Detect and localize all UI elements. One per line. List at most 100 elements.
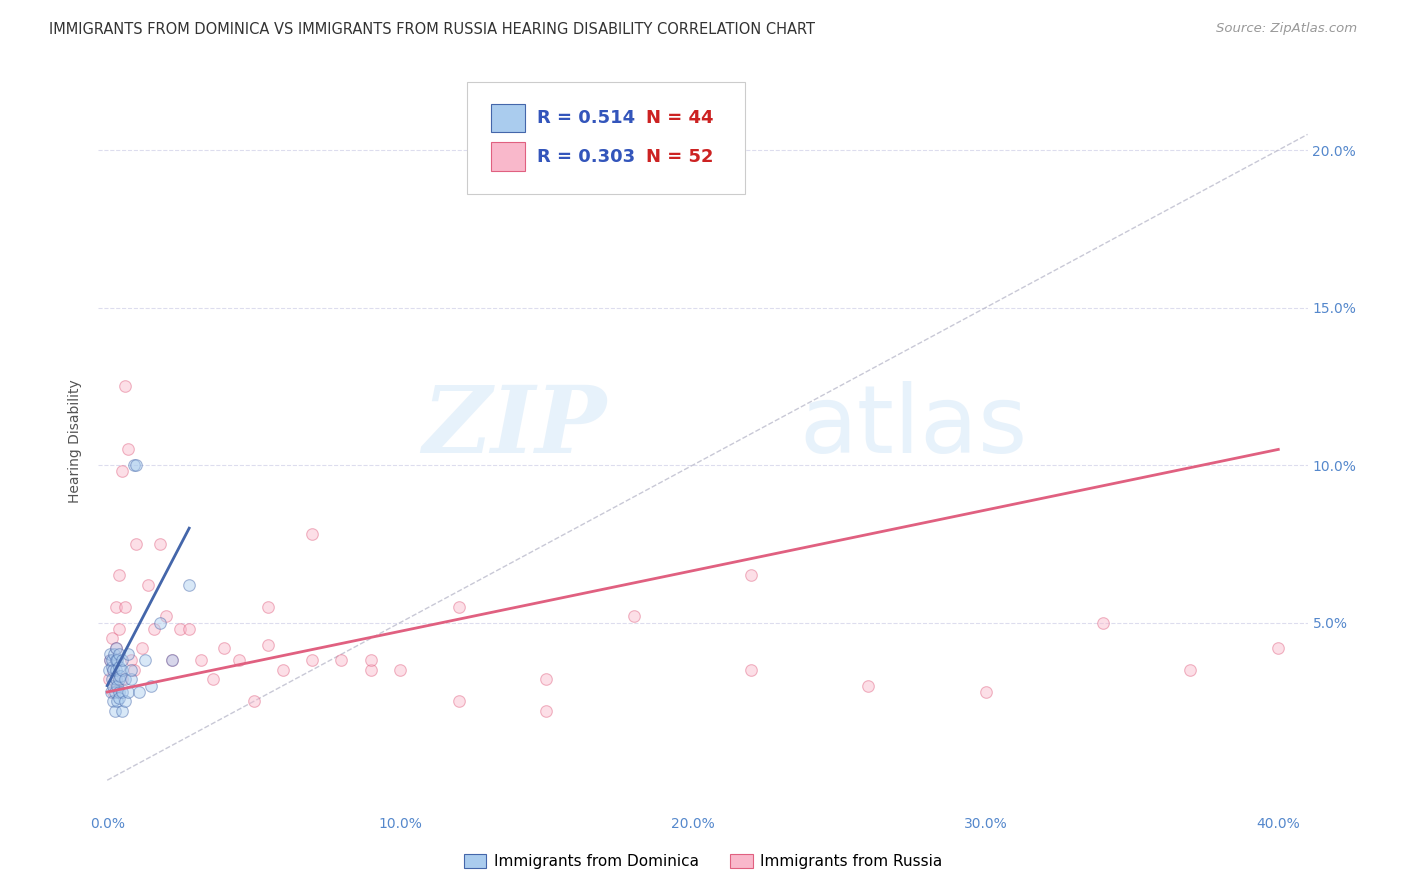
Point (301, 527, 323, 541)
Point (108, 647, 131, 661)
Point (97, 673, 120, 687)
Point (104, 663, 127, 677)
Text: N = 44: N = 44 (647, 109, 714, 127)
Point (169, 622, 191, 636)
Point (108, 660, 131, 674)
Point (179, 622, 201, 636)
Point (114, 599, 136, 614)
Point (136, 578, 159, 592)
Point (974, 685, 997, 699)
Point (623, 609, 645, 624)
Point (108, 691, 131, 706)
Point (301, 653, 323, 667)
Text: ZIP: ZIP (422, 382, 606, 472)
Point (125, 458, 148, 472)
Point (388, 663, 411, 677)
Point (117, 442, 139, 457)
Point (111, 663, 134, 677)
Point (107, 679, 129, 693)
Point (149, 615, 172, 630)
Point (1091, 615, 1114, 630)
Point (740, 663, 762, 677)
Point (101, 694, 124, 708)
Point (257, 599, 280, 614)
Point (120, 673, 142, 687)
Text: IMMIGRANTS FROM DOMINICA VS IMMIGRANTS FROM RUSSIA HEARING DISABILITY CORRELATIO: IMMIGRANTS FROM DOMINICA VS IMMIGRANTS F… (49, 22, 815, 37)
Text: R = 0.514: R = 0.514 (537, 109, 636, 127)
Point (108, 622, 131, 636)
Point (104, 673, 127, 687)
Point (447, 599, 470, 614)
Y-axis label: Hearing Disability: Hearing Disability (69, 380, 83, 503)
Point (103, 647, 125, 661)
Point (108, 568, 131, 582)
Point (190, 653, 212, 667)
Point (103, 704, 125, 718)
Point (107, 653, 129, 667)
Point (122, 458, 145, 472)
Text: N = 52: N = 52 (647, 147, 714, 166)
Point (101, 653, 124, 667)
Legend: Immigrants from Dominica, Immigrants from Russia: Immigrants from Dominica, Immigrants fro… (457, 848, 949, 875)
Point (160, 653, 183, 667)
Point (228, 653, 250, 667)
Point (101, 685, 124, 699)
Point (103, 685, 125, 699)
Point (117, 685, 139, 699)
Point (100, 660, 122, 674)
Point (97, 663, 120, 677)
Point (100, 685, 122, 699)
Point (740, 568, 762, 582)
Text: R = 0.303: R = 0.303 (537, 147, 636, 166)
FancyBboxPatch shape (467, 82, 745, 194)
Point (330, 653, 353, 667)
Text: Source: ZipAtlas.com: Source: ZipAtlas.com (1216, 22, 1357, 36)
Point (108, 685, 131, 699)
Point (111, 653, 134, 667)
Point (104, 673, 127, 687)
Point (101, 679, 124, 693)
Point (104, 640, 127, 655)
Point (105, 694, 128, 708)
Point (447, 694, 470, 708)
Point (360, 663, 382, 677)
Point (214, 640, 236, 655)
Point (131, 640, 153, 655)
Point (117, 647, 139, 661)
Point (111, 465, 134, 479)
Point (271, 663, 294, 677)
Point (139, 679, 162, 693)
Point (114, 673, 136, 687)
Text: atlas: atlas (800, 381, 1028, 473)
Point (100, 673, 122, 687)
Point (128, 685, 150, 699)
Point (179, 578, 201, 592)
Point (111, 704, 134, 718)
Point (536, 673, 558, 687)
Point (120, 653, 142, 667)
Point (257, 638, 280, 652)
Point (122, 663, 145, 677)
Point (155, 609, 177, 624)
Point (1180, 663, 1202, 677)
Point (125, 537, 148, 551)
Point (98, 653, 121, 667)
FancyBboxPatch shape (492, 143, 526, 170)
Point (149, 537, 172, 551)
Point (114, 694, 136, 708)
Point (114, 379, 136, 393)
Point (242, 694, 264, 708)
Point (858, 679, 880, 693)
Point (536, 704, 558, 718)
Point (134, 653, 156, 667)
Point (201, 673, 224, 687)
Point (104, 599, 127, 614)
Point (98, 647, 121, 661)
Point (120, 663, 142, 677)
Point (360, 653, 382, 667)
Point (111, 673, 134, 687)
Point (101, 663, 124, 677)
Point (160, 653, 183, 667)
Point (143, 622, 166, 636)
Point (108, 673, 131, 687)
